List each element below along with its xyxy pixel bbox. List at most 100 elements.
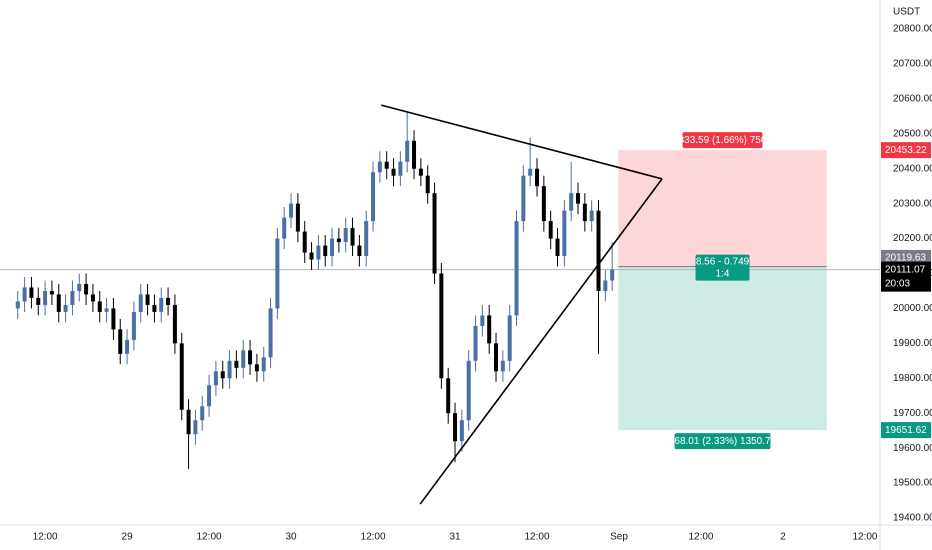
candle-body <box>343 228 348 243</box>
candle-body <box>500 360 505 372</box>
stop-axis-label: 20453.22 <box>885 145 927 156</box>
candle-body <box>220 371 225 379</box>
candle-body <box>412 140 417 169</box>
center-label: 8.56 - 0.749 <box>696 256 750 267</box>
candle-body <box>261 357 266 372</box>
candle-body <box>43 290 48 305</box>
x-tick-label: Sep <box>610 532 628 543</box>
candle-body <box>77 283 82 291</box>
candle-body <box>213 371 218 386</box>
y-tick-label: 19600.00 <box>893 443 932 454</box>
stop-label: 333.59 (1.66%) 750 <box>679 135 767 146</box>
candle-body <box>391 168 396 176</box>
candle-body <box>275 238 280 309</box>
candle-body <box>541 186 546 222</box>
candle-body <box>596 210 601 291</box>
candle-body <box>282 217 287 239</box>
y-tick-label: 20800.00 <box>893 24 932 35</box>
y-tick-label: 19900.00 <box>893 338 932 349</box>
candle-body <box>562 210 567 257</box>
candle-body <box>22 287 27 302</box>
candle-body <box>152 304 157 312</box>
candle-body <box>569 193 574 211</box>
y-tick-label: 20500.00 <box>893 128 932 139</box>
candle-body <box>104 308 109 312</box>
candle-body <box>371 172 376 222</box>
y-tick-label: 19500.00 <box>893 478 932 489</box>
candle-body <box>521 175 526 222</box>
candle-body <box>241 350 246 368</box>
candle-body <box>453 413 458 442</box>
candle-body <box>323 245 328 257</box>
candle-body <box>357 245 362 257</box>
center-label: 1:4 <box>716 268 730 279</box>
candle-body <box>36 297 41 305</box>
target-zone <box>618 266 827 431</box>
candle-body <box>473 325 478 361</box>
candle-body <box>49 290 54 295</box>
candle-body <box>405 140 410 162</box>
candle-body <box>603 280 608 291</box>
candle-body <box>576 193 581 204</box>
y-tick-label: 20300.00 <box>893 198 932 209</box>
candle-body <box>227 360 232 379</box>
candle-body <box>289 203 294 218</box>
candle-body <box>166 297 171 305</box>
candle-body <box>330 238 335 257</box>
current-price-label-bg <box>881 261 931 292</box>
candle-body <box>90 294 95 302</box>
candle-body <box>193 420 198 435</box>
y-tick-label: 19400.00 <box>893 513 932 524</box>
stop-label-bg <box>682 132 763 149</box>
candle-body <box>186 409 191 435</box>
x-tick-label: 31 <box>449 532 461 543</box>
candle-body <box>432 193 437 274</box>
candle-body <box>125 339 130 354</box>
candle-body <box>309 252 314 260</box>
candle-body <box>316 245 321 260</box>
candle-body <box>487 315 492 344</box>
candle-body <box>234 360 239 368</box>
candle-body <box>63 304 68 312</box>
trendline <box>419 178 663 505</box>
y-tick-label: 19700.00 <box>893 408 932 419</box>
candle-body <box>84 283 89 295</box>
candle-body <box>425 175 430 194</box>
x-tick-label: 30 <box>285 532 297 543</box>
x-tick-label: 12:00 <box>361 532 386 543</box>
x-tick-label: 12:00 <box>33 532 58 543</box>
candle-body <box>56 294 61 312</box>
candle-body <box>589 210 594 222</box>
candle-body <box>446 378 451 414</box>
candle-body <box>254 364 259 372</box>
x-tick-label: 12:00 <box>525 532 550 543</box>
candle-body <box>336 238 341 243</box>
entry-axis-label: 20119.63 <box>885 253 926 264</box>
y-tick-label: 20600.00 <box>893 93 932 104</box>
candle-body <box>97 301 102 312</box>
candle-body <box>111 308 116 330</box>
y-tick-label: 19800.00 <box>893 373 932 384</box>
candle-body <box>200 406 205 421</box>
candle-body <box>398 161 403 176</box>
candle-body <box>295 203 300 232</box>
candle-body <box>268 308 273 358</box>
candle-body <box>118 329 123 354</box>
candle-body <box>364 221 369 257</box>
candle-body <box>159 297 164 312</box>
x-tick-label: 12:00 <box>852 532 877 543</box>
candle-body <box>535 168 540 187</box>
candle-body <box>70 290 75 305</box>
candle-body <box>494 343 499 372</box>
y-tick-label: 20200.00 <box>893 233 932 244</box>
candle-body <box>350 228 355 246</box>
current-price-label: 20111.07 <box>885 264 926 275</box>
candle-body <box>582 203 587 222</box>
candle-body <box>29 287 34 298</box>
stop-axis-label-bg <box>881 142 931 159</box>
candle-body <box>528 168 533 176</box>
y-tick-label: 20400.00 <box>893 163 932 174</box>
unit-label: USDT <box>893 7 920 18</box>
candle-body <box>439 273 444 379</box>
